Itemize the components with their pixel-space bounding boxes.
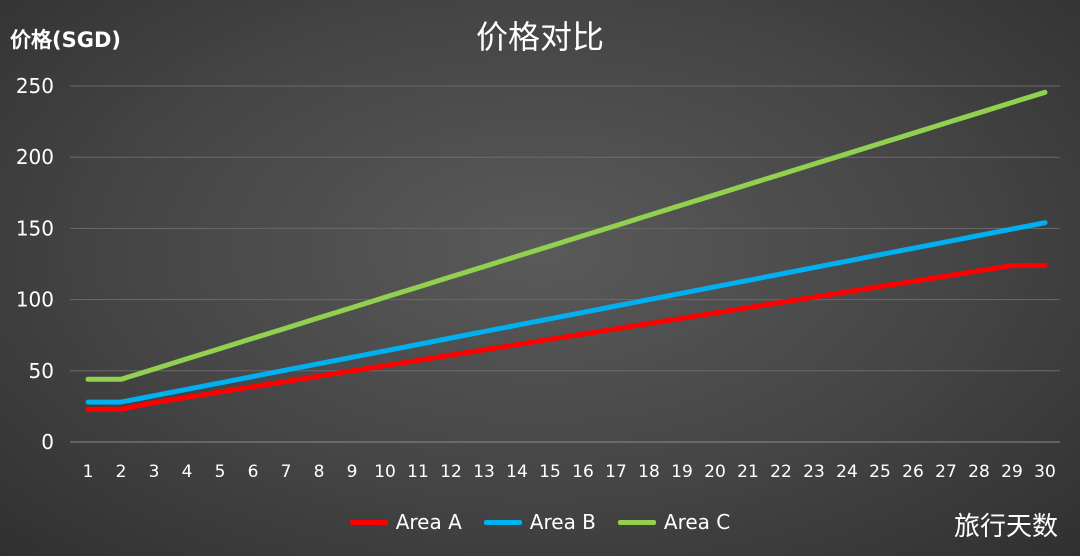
x-tick-label: 26: [902, 462, 924, 482]
x-tick-label: 11: [407, 462, 429, 482]
legend-item-area-b: Area B: [483, 510, 596, 534]
x-tick-label: 5: [215, 462, 226, 482]
legend-item-area-a: Area A: [349, 510, 462, 534]
chart-title: 价格对比: [475, 18, 604, 56]
x-tick-label: 9: [347, 462, 358, 482]
legend-label: Area C: [663, 510, 731, 534]
y-tick-label: 250: [16, 74, 54, 98]
x-tick-label: 20: [704, 462, 726, 482]
y-tick-label: 200: [16, 145, 54, 169]
series-line-area-c: [85, 89, 1048, 382]
x-tick-label: 1: [83, 462, 94, 482]
x-tick-label: 12: [440, 462, 462, 482]
x-tick-label: 30: [1034, 462, 1056, 482]
legend-label: Area A: [395, 510, 462, 534]
y-tick-label: 100: [16, 288, 54, 312]
x-tick-label: 18: [638, 462, 660, 482]
legend-swatch: [617, 519, 656, 525]
x-tick-label: 29: [1001, 462, 1023, 482]
legend-swatch: [483, 519, 522, 525]
x-tick-label: 21: [737, 462, 759, 482]
x-tick-label: 24: [836, 462, 858, 482]
x-tick-label: 13: [473, 462, 495, 482]
x-tick-label: 6: [248, 462, 259, 482]
x-tick-label: 27: [935, 462, 957, 482]
series-line-area-a: [85, 262, 1048, 412]
x-tick-label: 3: [149, 462, 160, 482]
x-tick-label: 17: [605, 462, 627, 482]
x-tick-label: 25: [869, 462, 891, 482]
x-tick-label: 8: [314, 462, 325, 482]
x-tick-label: 4: [182, 462, 193, 482]
legend-item-area-c: Area C: [617, 510, 731, 534]
legend: Area A Area B Area C: [0, 510, 1080, 534]
x-tick-label: 23: [803, 462, 825, 482]
x-tick-label: 22: [770, 462, 792, 482]
x-tick-label: 10: [374, 462, 396, 482]
x-tick-label: 14: [506, 462, 528, 482]
y-axis-label: 价格(SGD): [10, 28, 121, 52]
y-tick-label: 50: [29, 359, 54, 383]
y-tick-label: 150: [16, 216, 54, 240]
x-tick-label: 28: [968, 462, 990, 482]
legend-label: Area B: [529, 510, 596, 534]
x-tick-label: 16: [572, 462, 594, 482]
x-tick-label: 7: [281, 462, 292, 482]
x-tick-label: 2: [116, 462, 127, 482]
x-tick-label: 15: [539, 462, 561, 482]
legend-swatch: [349, 519, 388, 525]
x-tick-label: 19: [671, 462, 693, 482]
series-line-area-b: [85, 220, 1048, 405]
y-tick-label: 0: [41, 430, 54, 454]
x-axis-label: 旅行天数: [953, 512, 1058, 542]
